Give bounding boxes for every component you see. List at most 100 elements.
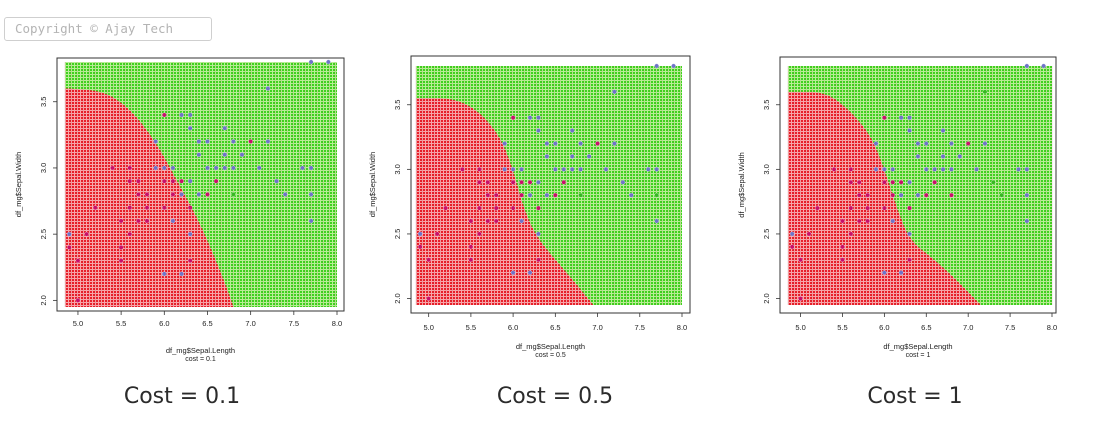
data-point bbox=[187, 112, 193, 118]
data-point bbox=[940, 128, 946, 133]
data-point bbox=[308, 192, 314, 197]
data-point bbox=[476, 231, 482, 237]
data-point bbox=[890, 167, 896, 172]
data-point bbox=[527, 192, 533, 198]
data-point bbox=[196, 139, 202, 144]
data-point bbox=[493, 218, 499, 224]
data-point bbox=[308, 59, 314, 65]
caption-cost-0-1: Cost = 0.1 bbox=[123, 384, 241, 409]
x-tick-label: 7.0 bbox=[245, 319, 255, 328]
x-tick-label: 5.0 bbox=[795, 323, 805, 332]
data-point bbox=[196, 192, 202, 197]
data-point bbox=[510, 179, 516, 185]
data-point bbox=[187, 258, 193, 263]
decision-region-red bbox=[788, 91, 981, 306]
data-point bbox=[66, 245, 72, 250]
data-point bbox=[974, 167, 979, 172]
data-point bbox=[468, 257, 474, 263]
data-point bbox=[510, 270, 516, 276]
x-tick-label: 7.0 bbox=[592, 323, 602, 332]
data-point bbox=[485, 192, 491, 198]
data-point bbox=[170, 192, 176, 197]
x-tick-label: 8.0 bbox=[677, 323, 687, 332]
x-tick-label: 8.0 bbox=[332, 319, 342, 328]
data-point bbox=[578, 167, 584, 172]
data-point bbox=[231, 139, 236, 144]
data-point bbox=[789, 231, 795, 237]
data-point bbox=[510, 205, 516, 211]
data-point bbox=[612, 141, 617, 146]
data-point bbox=[907, 115, 912, 121]
data-point bbox=[561, 167, 567, 172]
data-point bbox=[645, 167, 651, 172]
caption-cost-0-5: Cost = 0.5 bbox=[496, 384, 614, 409]
data-point bbox=[426, 257, 432, 263]
x-tick-label: 6.5 bbox=[202, 319, 212, 328]
data-point bbox=[544, 154, 550, 159]
x-tick-label: 7.5 bbox=[289, 319, 299, 328]
data-point bbox=[949, 141, 954, 146]
copyright-watermark: Copyright © Ajay Tech bbox=[4, 17, 212, 41]
plot-frame bbox=[779, 56, 1057, 314]
data-point bbox=[915, 141, 921, 146]
data-point bbox=[187, 231, 193, 237]
data-point bbox=[468, 244, 474, 250]
data-point bbox=[561, 179, 567, 185]
data-point bbox=[161, 178, 167, 184]
data-point bbox=[127, 231, 133, 237]
data-point bbox=[179, 271, 184, 277]
x-axis-label: df_mg$Sepal.Length bbox=[883, 342, 952, 351]
data-point bbox=[205, 139, 210, 144]
data-point bbox=[153, 139, 159, 144]
data-point bbox=[196, 152, 202, 158]
y-tick-label: 2.5 bbox=[393, 229, 402, 239]
x-tick-label: 7.0 bbox=[963, 323, 973, 332]
data-point bbox=[840, 257, 845, 263]
caption-cost-1: Cost = 1 bbox=[867, 384, 963, 409]
data-point bbox=[265, 139, 271, 144]
data-point bbox=[654, 192, 660, 198]
data-point bbox=[552, 167, 558, 172]
data-point bbox=[144, 192, 150, 197]
data-point bbox=[485, 179, 491, 185]
data-point bbox=[990, 179, 996, 185]
data-point bbox=[417, 231, 423, 237]
data-point bbox=[882, 167, 887, 172]
y-tick-label: 3.0 bbox=[762, 164, 771, 174]
x-axis-subtitle: cost = 0.1 bbox=[185, 356, 216, 363]
data-point bbox=[92, 205, 98, 211]
x-tick-label: 6.0 bbox=[159, 319, 169, 328]
data-point bbox=[205, 192, 210, 197]
data-point bbox=[75, 298, 81, 303]
data-point bbox=[1024, 218, 1030, 224]
data-point bbox=[612, 89, 617, 95]
data-point bbox=[417, 244, 423, 250]
decision-region-red bbox=[65, 88, 234, 308]
x-tick-label: 5.0 bbox=[423, 323, 433, 332]
x-axis-subtitle: cost = 1 bbox=[906, 352, 931, 359]
y-tick-label: 3.5 bbox=[393, 100, 402, 110]
data-point bbox=[915, 154, 921, 159]
data-point bbox=[519, 179, 524, 185]
y-tick-label: 2.0 bbox=[393, 293, 402, 303]
data-point bbox=[187, 125, 193, 131]
data-point bbox=[949, 167, 954, 172]
data-point bbox=[476, 167, 482, 172]
data-point bbox=[940, 154, 946, 159]
data-point bbox=[493, 205, 499, 211]
data-point bbox=[443, 205, 448, 211]
data-point bbox=[536, 179, 541, 185]
x-tick-label: 6.0 bbox=[879, 323, 889, 332]
data-point bbox=[179, 112, 184, 118]
data-point bbox=[213, 165, 219, 171]
data-point bbox=[300, 165, 305, 171]
data-point bbox=[75, 258, 81, 263]
data-point bbox=[882, 179, 887, 185]
data-point bbox=[485, 218, 491, 224]
data-point bbox=[915, 192, 921, 198]
data-point bbox=[544, 192, 550, 198]
x-axis-label: df_mg$Sepal.Length bbox=[166, 346, 235, 355]
data-point bbox=[118, 218, 124, 224]
data-point bbox=[806, 231, 812, 237]
data-point bbox=[856, 179, 862, 185]
